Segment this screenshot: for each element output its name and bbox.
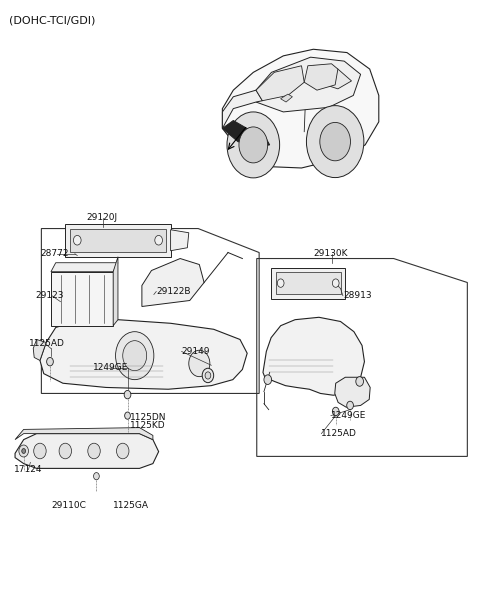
Circle shape <box>264 375 272 385</box>
Circle shape <box>88 443 100 459</box>
Polygon shape <box>222 90 263 129</box>
Polygon shape <box>276 272 340 294</box>
Polygon shape <box>15 433 158 468</box>
Polygon shape <box>142 258 204 307</box>
Polygon shape <box>65 224 170 257</box>
Polygon shape <box>33 340 46 361</box>
Circle shape <box>202 368 214 383</box>
Polygon shape <box>256 57 360 112</box>
Polygon shape <box>15 428 153 439</box>
Circle shape <box>34 443 46 459</box>
Polygon shape <box>40 320 247 389</box>
Circle shape <box>73 236 81 245</box>
Circle shape <box>155 236 162 245</box>
Circle shape <box>117 443 129 459</box>
Circle shape <box>239 127 268 163</box>
Text: 1125AD: 1125AD <box>28 339 64 348</box>
Circle shape <box>277 279 284 287</box>
Circle shape <box>116 332 154 380</box>
Polygon shape <box>113 257 118 326</box>
Polygon shape <box>313 66 351 89</box>
Circle shape <box>19 445 28 457</box>
Circle shape <box>189 350 210 377</box>
Polygon shape <box>70 228 166 252</box>
Polygon shape <box>222 49 379 168</box>
Circle shape <box>124 391 131 399</box>
Polygon shape <box>222 120 270 147</box>
Polygon shape <box>335 377 370 407</box>
Text: 17124: 17124 <box>14 465 43 474</box>
Circle shape <box>356 377 363 386</box>
Text: 1249GE: 1249GE <box>93 363 128 372</box>
Text: (DOHC-TCI/GDI): (DOHC-TCI/GDI) <box>9 16 96 26</box>
Circle shape <box>59 443 72 459</box>
Polygon shape <box>170 230 189 251</box>
Text: 1125KD: 1125KD <box>130 421 166 430</box>
Text: 29123: 29123 <box>35 291 64 300</box>
Circle shape <box>332 279 339 287</box>
Text: 29149: 29149 <box>181 347 210 356</box>
Polygon shape <box>256 66 304 101</box>
Circle shape <box>123 341 147 371</box>
Text: 29130K: 29130K <box>313 249 348 258</box>
Circle shape <box>320 123 350 161</box>
Text: 29122B: 29122B <box>156 287 191 296</box>
Circle shape <box>94 472 99 480</box>
Circle shape <box>22 448 25 453</box>
Circle shape <box>332 407 339 416</box>
Polygon shape <box>271 267 345 299</box>
Text: 1125GA: 1125GA <box>113 501 149 510</box>
Circle shape <box>125 412 131 419</box>
Text: 29110C: 29110C <box>51 501 86 510</box>
Polygon shape <box>304 64 338 90</box>
Circle shape <box>306 106 364 177</box>
Text: 28772: 28772 <box>40 249 69 258</box>
Circle shape <box>347 401 353 410</box>
Polygon shape <box>51 263 118 272</box>
Polygon shape <box>51 272 113 326</box>
Polygon shape <box>263 317 364 395</box>
Text: 1249GE: 1249GE <box>331 411 366 420</box>
Text: 29120J: 29120J <box>86 213 117 222</box>
Circle shape <box>205 372 211 379</box>
Text: 28913: 28913 <box>343 291 372 300</box>
Circle shape <box>47 358 53 366</box>
Polygon shape <box>281 94 292 102</box>
Text: 1125AD: 1125AD <box>322 429 357 438</box>
Text: 1125DN: 1125DN <box>130 413 167 422</box>
Circle shape <box>227 112 280 178</box>
